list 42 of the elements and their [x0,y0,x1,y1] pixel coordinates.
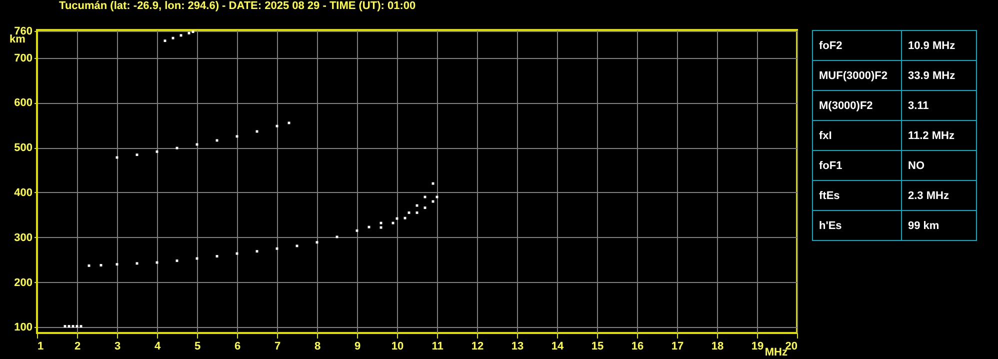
x-tick-label: 9 [354,340,361,352]
text: 10.9 MHz [902,30,976,60]
x-axis-title: MHz [764,346,788,358]
text: foF1 [812,150,902,180]
text: M(3000)F2 [812,90,902,120]
text: 2.3 MHz [902,180,976,210]
x-tick-label: 19 [751,340,764,352]
y-tick-label: 700 [14,52,32,64]
text: foF2 [812,30,902,60]
x-tick-label: 3 [114,340,121,352]
y-tick-label: 300 [14,232,32,244]
x-tick-label: 14 [551,340,564,352]
x-tick-label: 2 [74,340,81,352]
y-tick-label: 200 [14,276,32,289]
x-tick-label: 5 [194,340,201,352]
text: MUF(3000)F2 [812,60,902,90]
x-tick-label: 6 [234,340,241,352]
x-tick-label: 4 [154,340,162,352]
text: h'Es [812,210,902,240]
text: ftEs [812,180,902,210]
y-tick-label: 500 [14,142,32,154]
text: NO [902,150,976,180]
x-tick-label: 12 [471,340,484,352]
x-tick-label: 13 [511,340,524,352]
x-tick-label: 1 [38,340,44,352]
text: 33.9 MHz [902,60,976,90]
y-tick-label: 600 [14,97,32,110]
x-tick-label: 15 [591,340,604,352]
y-tick-label: 400 [14,187,32,199]
text: 99 km [902,210,976,240]
chart-title: Tucumán (lat: -26.9, lon: 294.6) - DATE: 2025 08 29 - TIME (UT): 01:00 [59,0,416,12]
x-tick-label: 17 [671,340,684,352]
text: fxI [812,120,902,150]
x-tick-label: 10 [391,340,404,352]
x-tick-label: 11 [432,340,444,352]
y-tick-label: 100 [14,322,32,334]
x-tick-label: 16 [631,340,644,352]
text: 11.2 MHz [902,120,976,150]
x-tick-label: 18 [711,340,724,352]
x-tick-label: 7 [274,340,281,352]
text: 3.11 [902,90,976,120]
x-tick-label: 8 [314,340,321,352]
